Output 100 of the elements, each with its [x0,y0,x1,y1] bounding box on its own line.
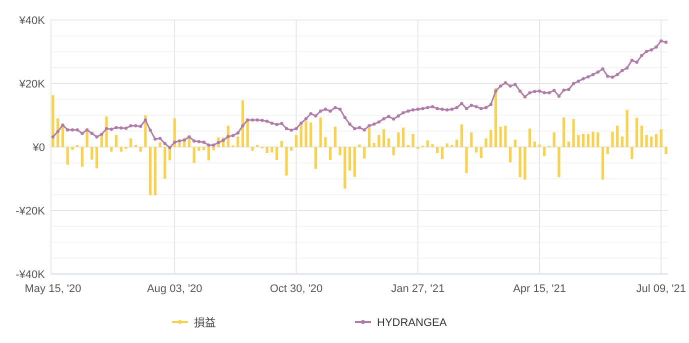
bar [533,142,536,147]
bar [338,147,342,156]
y-tick-label: ¥0 [32,142,45,154]
bar [66,147,69,165]
bar [592,132,594,147]
bar [52,95,54,147]
bar [329,147,332,160]
bar [543,147,546,156]
bar [436,147,439,154]
bar [509,147,512,162]
bar [538,144,541,147]
bar [412,134,414,147]
bar [490,130,492,147]
bar [664,147,668,154]
bar [280,140,283,147]
bar [431,144,434,147]
bar [572,119,575,147]
bar [402,128,405,147]
bar [446,144,448,147]
bar [567,142,570,147]
bar [650,136,653,147]
legend-label: 損益 [194,317,216,329]
bar [524,147,526,180]
x-tick-label: Jan 27, '21 [391,283,445,295]
bar [110,147,113,152]
bar [241,100,244,147]
bar [577,134,580,147]
bar [198,147,200,151]
bar [582,134,585,147]
bar [606,147,609,154]
bar [80,147,84,167]
bar [636,118,638,147]
x-tick-label: Apr 15, '21 [513,283,566,295]
x-tick-label: May 15, '20 [24,283,82,295]
bar [645,134,648,147]
bar [202,147,206,150]
bar [71,147,74,150]
bar [426,140,429,147]
bar [382,129,386,147]
bar [266,147,268,154]
bar [275,147,278,160]
bar [314,147,318,169]
bar [654,134,658,147]
bar [387,138,390,147]
bar [494,88,498,147]
bar [139,147,142,152]
bar [294,134,298,147]
bar [460,124,463,147]
bar [630,147,634,160]
bar [324,137,327,147]
bar [378,134,380,147]
bar [251,147,254,151]
bar [90,147,94,160]
bar [344,147,346,189]
bar [484,138,488,147]
bar [552,132,556,147]
y-tick-label: -¥40K [16,269,46,281]
bar [192,147,196,163]
bar [440,147,444,160]
bar [397,132,400,147]
bar [164,147,166,179]
bar [236,136,240,147]
y-tick-label: ¥40K [18,15,46,27]
bar [285,147,288,176]
bar [518,147,522,178]
bar [586,134,590,147]
bar [474,147,478,152]
bar [149,147,152,196]
bar [611,132,614,147]
y-tick-label: ¥20K [18,78,46,90]
bar [528,128,532,147]
bar [660,129,662,147]
bar [558,147,560,178]
bar [601,147,604,180]
bar [310,122,312,147]
bar [372,142,376,147]
bar [270,147,274,152]
bar [290,147,293,151]
x-tick-label: Oct 30, '20 [270,283,323,295]
y-tick-label: -¥20K [16,206,46,218]
bar [596,132,600,147]
bar [499,126,502,147]
bar [358,144,361,147]
bar [480,147,482,158]
bar [465,147,468,174]
bar [363,147,366,158]
bar [504,126,507,147]
bar [514,140,516,147]
bar [470,132,473,147]
bar [154,147,156,196]
bar [114,134,118,147]
bar [392,147,395,156]
bar [105,116,108,147]
bar [620,136,624,147]
bar [353,147,356,177]
bar [348,147,352,170]
bar [319,117,322,147]
bar [616,126,619,147]
bar [562,117,566,147]
bar [456,140,458,147]
